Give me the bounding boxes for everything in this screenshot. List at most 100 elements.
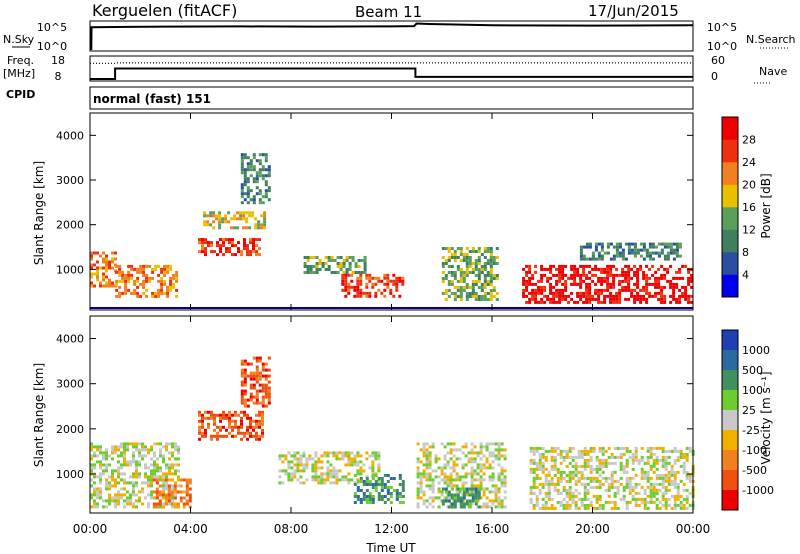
heat-cell-6 bbox=[437, 466, 441, 470]
heat-cell-8 bbox=[585, 273, 589, 277]
heat-cell-8 bbox=[682, 497, 686, 501]
heat-cell-8 bbox=[682, 503, 686, 507]
heat-cell-5 bbox=[339, 268, 343, 271]
heat-cell-0 bbox=[147, 451, 150, 455]
heat-cell-4 bbox=[278, 481, 282, 485]
heat-cell-8 bbox=[679, 500, 683, 504]
heat-cell-7 bbox=[465, 499, 469, 503]
heat-cell-7 bbox=[462, 490, 466, 494]
heat-cell-6 bbox=[470, 457, 474, 461]
heat-cell-6 bbox=[485, 505, 489, 509]
heat-cell-0 bbox=[99, 487, 102, 491]
heat-cell-6 bbox=[383, 273, 387, 277]
heat-cell-6 bbox=[485, 502, 489, 506]
heat-cell-5 bbox=[321, 265, 325, 268]
heat-cell-2 bbox=[210, 413, 213, 417]
heat-cell-0 bbox=[120, 472, 123, 476]
heat-cell-4 bbox=[246, 201, 250, 205]
heat-cell-4 bbox=[323, 478, 327, 482]
heat-cell-4 bbox=[243, 156, 247, 160]
heat-cell-2 bbox=[219, 416, 222, 420]
heat-cell-8 bbox=[531, 288, 535, 292]
heat-cell-6 bbox=[464, 442, 468, 446]
heat-cell-8 bbox=[649, 494, 653, 498]
heat-cell-3 bbox=[261, 362, 265, 366]
heat-cell-8 bbox=[595, 497, 599, 501]
heat-cell-8 bbox=[625, 458, 629, 462]
heat-cell-0 bbox=[99, 445, 102, 449]
heat-cell-4 bbox=[377, 463, 381, 467]
heat-cell-4 bbox=[314, 475, 318, 479]
velocity-heatmap bbox=[90, 356, 695, 510]
heat-cell-7 bbox=[489, 265, 493, 268]
heat-cell-0 bbox=[114, 493, 117, 497]
heat-cell-8 bbox=[559, 449, 563, 453]
heat-cell-6 bbox=[455, 478, 459, 482]
heat-cell-6 bbox=[494, 505, 498, 509]
heat-cell-1 bbox=[118, 291, 122, 295]
heat-cell-0 bbox=[105, 454, 108, 458]
heat-cell-8 bbox=[685, 506, 689, 510]
heat-cell-7 bbox=[462, 496, 466, 500]
heat-cell-2 bbox=[234, 419, 237, 423]
heat-cell-0 bbox=[144, 481, 147, 485]
heat-cell-6 bbox=[500, 499, 504, 503]
heat-cell-8 bbox=[550, 476, 554, 480]
heat-cell-2 bbox=[249, 419, 252, 423]
heat-cell-8 bbox=[643, 503, 647, 507]
heat-cell-1 bbox=[173, 496, 177, 500]
heat-cell-6 bbox=[461, 499, 465, 503]
heat-cell-8 bbox=[664, 491, 668, 495]
heat-cell-0 bbox=[129, 493, 132, 497]
heat-cell-0 bbox=[105, 505, 108, 509]
heat-cell-9 bbox=[666, 245, 670, 249]
heat-cell-6 bbox=[494, 442, 498, 446]
heat-cell-5 bbox=[386, 486, 390, 489]
heat-cell-4 bbox=[323, 451, 327, 455]
heat-cell-2 bbox=[246, 428, 249, 432]
heat-cell-6 bbox=[368, 294, 372, 298]
heat-cell-8 bbox=[585, 294, 589, 298]
heat-cell-0 bbox=[171, 451, 174, 455]
heat-cell-1 bbox=[188, 481, 192, 485]
heat-cell-6 bbox=[488, 454, 492, 458]
heat-cell-2 bbox=[258, 422, 261, 426]
heat-cell-8 bbox=[528, 300, 532, 304]
heat-cell-9 bbox=[624, 257, 628, 261]
heat-cell-5 bbox=[398, 501, 402, 504]
heat-cell-2 bbox=[207, 244, 210, 248]
heat-cell-0 bbox=[105, 457, 108, 461]
heat-cell-8 bbox=[561, 273, 565, 277]
heat-cell-4 bbox=[293, 472, 297, 476]
heat-cell-1 bbox=[176, 505, 180, 509]
heat-cell-8 bbox=[631, 476, 635, 480]
heat-cell-8 bbox=[576, 282, 580, 286]
heat-cell-9 bbox=[672, 248, 676, 252]
heat-cell-8 bbox=[643, 473, 647, 477]
heat-cell-6 bbox=[416, 466, 420, 470]
heat-cell-5 bbox=[348, 256, 352, 259]
xtick-label: 00:00 bbox=[73, 522, 108, 536]
heat-cell-6 bbox=[383, 282, 387, 286]
heat-cell-4 bbox=[320, 475, 324, 479]
heat-cell-7 bbox=[456, 256, 460, 259]
heat-cell-7 bbox=[459, 280, 463, 283]
heat-cell-8 bbox=[664, 464, 668, 468]
heat-cell-6 bbox=[476, 484, 480, 488]
heat-cell-0 bbox=[174, 472, 177, 476]
heat-cell-1 bbox=[124, 279, 128, 283]
heat-cell-8 bbox=[622, 494, 626, 498]
heat-cell-8 bbox=[589, 500, 593, 504]
heat-cell-2 bbox=[204, 416, 207, 420]
heat-cell-6 bbox=[437, 481, 441, 485]
heat-cell-2 bbox=[258, 419, 261, 423]
heat-cell-8 bbox=[607, 494, 611, 498]
heat-cell-8 bbox=[540, 273, 544, 277]
heat-cell-7 bbox=[465, 283, 469, 286]
heat-cell-7 bbox=[450, 253, 454, 256]
heat-cell-8 bbox=[654, 291, 658, 295]
heat-cell-8 bbox=[532, 446, 536, 450]
heat-cell-9 bbox=[609, 257, 613, 261]
heat-cell-8 bbox=[552, 294, 556, 298]
heat-cell-6 bbox=[359, 276, 363, 280]
